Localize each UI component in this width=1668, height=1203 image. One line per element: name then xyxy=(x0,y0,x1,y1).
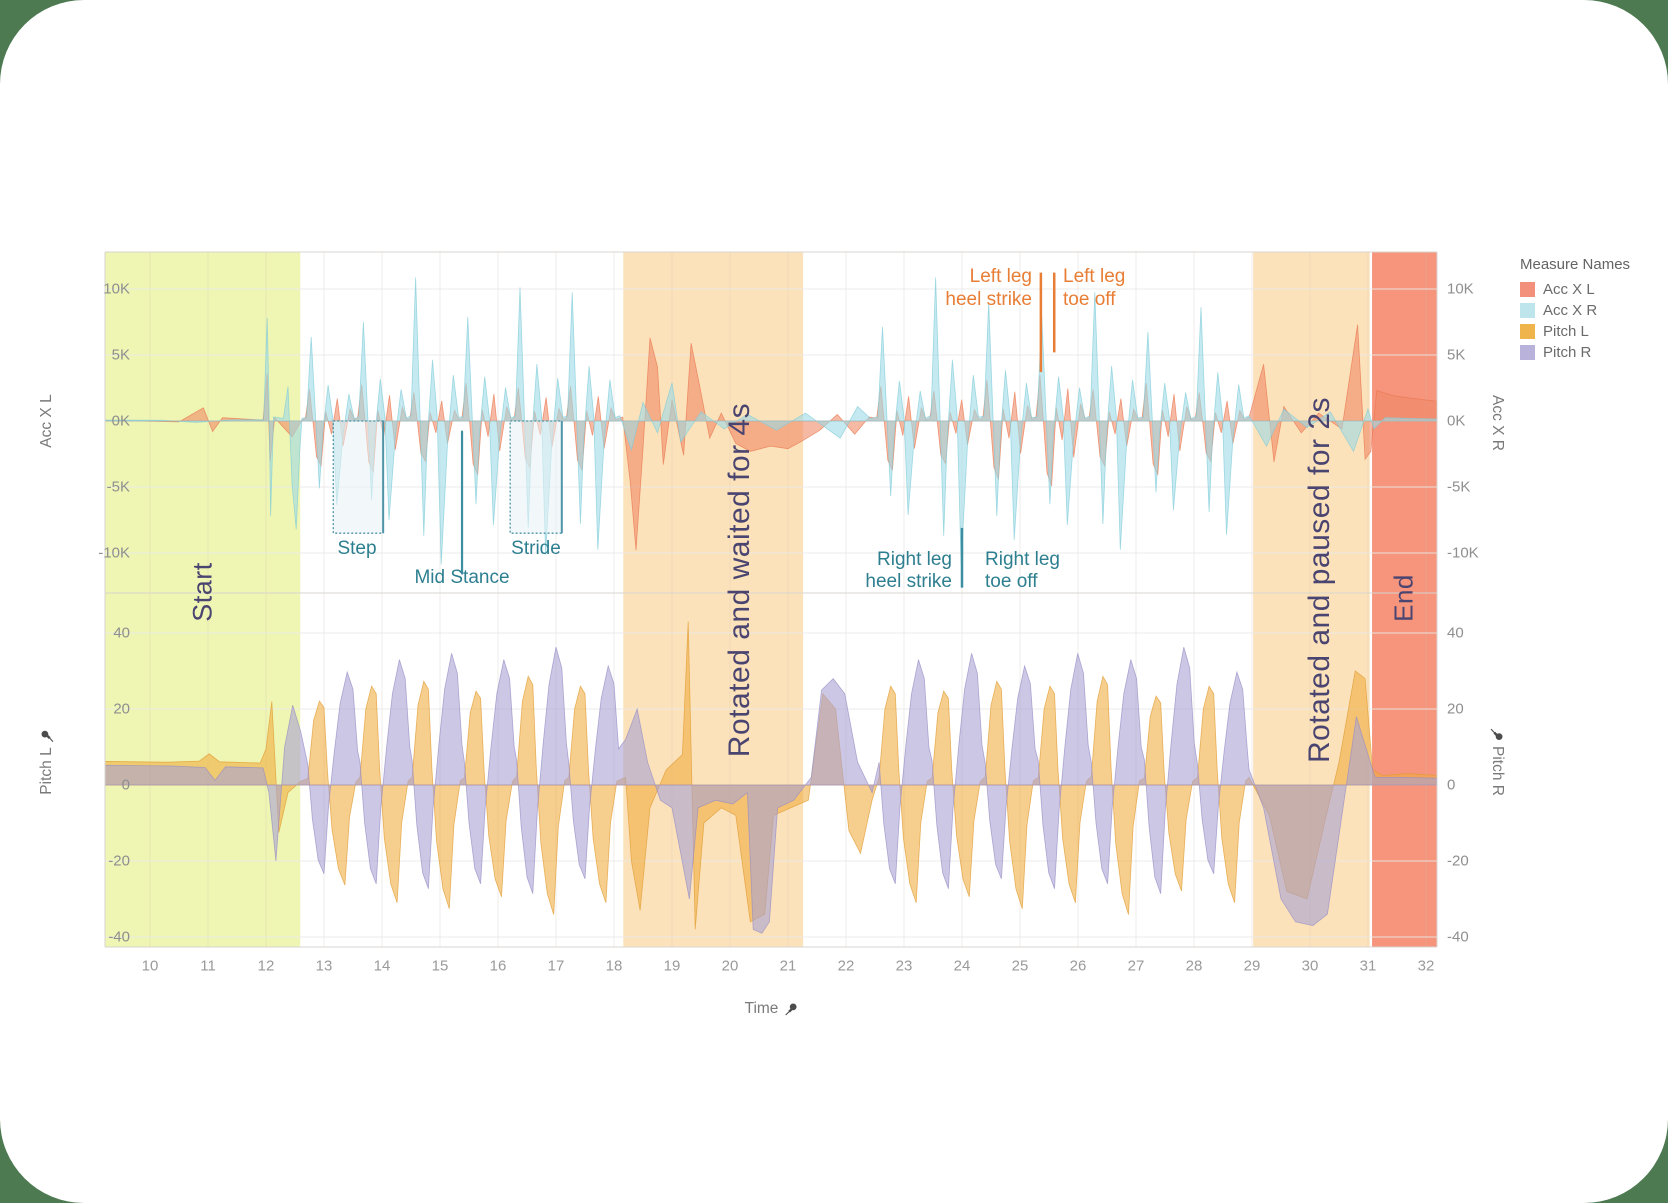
legend-items: Acc X L Acc X R Pitch L Pitch R xyxy=(1520,279,1630,363)
time-tick-label: 10 xyxy=(141,957,159,975)
legend-swatch xyxy=(1520,303,1535,318)
legend-item-acc-x-l[interactable]: Acc X L xyxy=(1520,279,1630,300)
right-leg-heel-strike-line2: heel strike xyxy=(865,571,952,592)
acc-x-r-tick-label: -10K xyxy=(1447,544,1479,562)
step-bracket xyxy=(332,420,384,534)
annotation-shapes xyxy=(332,272,1056,588)
pin-icon xyxy=(785,1003,797,1015)
band-label-start: Start xyxy=(187,562,218,622)
left-leg-heel-strike-line1: Left leg xyxy=(969,266,1032,287)
pitch-l-axis-title: Pitch L xyxy=(38,729,56,795)
legend-item-label: Acc X L xyxy=(1543,281,1595,298)
legend-swatch xyxy=(1520,324,1535,339)
step-annotation-label: Step xyxy=(337,538,377,559)
stride-bracket xyxy=(509,420,563,534)
acc-x-l-tick-label: 0K xyxy=(111,412,130,430)
pin-icon xyxy=(1491,728,1503,741)
legend: Measure Names Acc X L Acc X R Pitch L Pitch… xyxy=(1520,256,1630,363)
legend-item-pitch-l[interactable]: Pitch L xyxy=(1520,321,1630,342)
acc-x-r-tick-label: -5K xyxy=(1447,478,1471,496)
time-tick-label: 13 xyxy=(315,957,333,975)
pitch-l-tick-label: -40 xyxy=(108,928,130,946)
pane-borders xyxy=(104,251,1438,948)
legend-item-label: Pitch L xyxy=(1543,323,1589,340)
pitch-r-tick-label: 40 xyxy=(1447,624,1464,642)
acc-x-l-axis-title-text: Acc X L xyxy=(38,394,55,448)
left-leg-heel-strike-label: Left leg heel strike xyxy=(862,265,1032,311)
acc-x-r-tick-label: 10K xyxy=(1447,280,1474,298)
time-tick-label: 15 xyxy=(431,957,449,975)
time-tick-label: 28 xyxy=(1185,957,1203,975)
time-axis-title: Time xyxy=(745,1000,798,1018)
time-tick-label: 19 xyxy=(663,957,681,975)
time-tick-label: 20 xyxy=(721,957,739,975)
time-tick-label: 25 xyxy=(1011,957,1029,975)
acc-x-r-tick-label: 5K xyxy=(1447,346,1466,364)
acc-x-l-tick-label: 10K xyxy=(103,280,130,298)
right-leg-heel-strike-label: Right leg heel strike xyxy=(782,549,952,593)
acc-x-l-axis-title: Acc X L xyxy=(38,394,56,447)
band-label-rotated-paused-2s: Rotated and paused for 2s xyxy=(1303,396,1336,764)
band-label-rotated-waited-4s: Rotated and waited for 4s xyxy=(723,402,756,758)
right-leg-toe-off-line1: Right leg xyxy=(985,549,1060,570)
time-axis-title-text: Time xyxy=(744,1000,779,1017)
legend-title: Measure Names xyxy=(1520,256,1631,273)
time-tick-label: 24 xyxy=(953,957,971,975)
pitch-l-tick-label: 40 xyxy=(113,624,130,642)
time-tick-label: 16 xyxy=(489,957,507,975)
time-tick-label: 27 xyxy=(1127,957,1145,975)
pitch-series-group xyxy=(105,621,1437,934)
left-leg-heel-strike-line2: heel strike xyxy=(945,289,1032,310)
band-end xyxy=(1372,252,1438,947)
time-tick-label: 18 xyxy=(605,957,623,975)
acc-x-l-tick-label: -5K xyxy=(106,478,130,496)
acc-x-l-tick-label: -10K xyxy=(98,544,130,562)
pitch-r-axis-title: Pitch R xyxy=(1488,728,1506,796)
pin-icon xyxy=(41,730,53,742)
left-leg-toe-off-label: Left leg toe off xyxy=(1063,265,1233,311)
left-leg-toe-off-line1: Left leg xyxy=(1063,266,1126,287)
time-tick-label: 17 xyxy=(547,957,565,975)
time-tick-label: 26 xyxy=(1069,957,1087,975)
band-label-end: End xyxy=(1388,574,1419,622)
time-tick-label: 31 xyxy=(1359,957,1377,975)
time-tick-label: 12 xyxy=(257,957,275,975)
pitch-r-tick-label: 0 xyxy=(1447,776,1456,794)
right-leg-toe-off-line2: toe off xyxy=(985,571,1038,592)
legend-swatch xyxy=(1520,282,1535,297)
series-pitch-r xyxy=(105,646,1437,934)
pitch-r-tick-label: 20 xyxy=(1447,700,1464,718)
legend-item-pitch-r[interactable]: Pitch R xyxy=(1520,342,1630,363)
right-leg-heel-strike-line1: Right leg xyxy=(877,549,952,570)
legend-item-label: Pitch R xyxy=(1543,344,1592,361)
pitch-r-tick-label: -20 xyxy=(1447,852,1469,870)
time-tick-label: 29 xyxy=(1243,957,1261,975)
time-tick-label: 11 xyxy=(200,957,216,975)
time-tick-label: 21 xyxy=(779,957,797,975)
mid-stance-annotation-label: Mid Stance xyxy=(414,567,510,588)
stride-annotation-label: Stride xyxy=(511,538,561,559)
pitch-l-tick-label: 0 xyxy=(121,776,130,794)
acc-x-l-tick-label: 5K xyxy=(111,346,130,364)
pitch-l-tick-label: -20 xyxy=(108,852,130,870)
pitch-l-axis-title-text: Pitch L xyxy=(38,747,55,795)
legend-swatch xyxy=(1520,345,1535,360)
pitch-l-tick-label: 20 xyxy=(113,700,130,718)
time-tick-label: 30 xyxy=(1301,957,1319,975)
time-tick-label: 23 xyxy=(895,957,913,975)
pitch-r-tick-label: -40 xyxy=(1447,928,1469,946)
legend-item-acc-x-r[interactable]: Acc X R xyxy=(1520,300,1630,321)
time-tick-label: 32 xyxy=(1417,957,1435,975)
time-tick-label: 22 xyxy=(837,957,855,975)
legend-item-label: Acc X R xyxy=(1543,302,1598,319)
acc-x-r-tick-label: 0K xyxy=(1447,412,1466,430)
right-leg-toe-off-label: Right leg toe off xyxy=(985,549,1155,593)
time-tick-label: 14 xyxy=(373,957,391,975)
left-leg-toe-off-line2: toe off xyxy=(1063,289,1116,310)
